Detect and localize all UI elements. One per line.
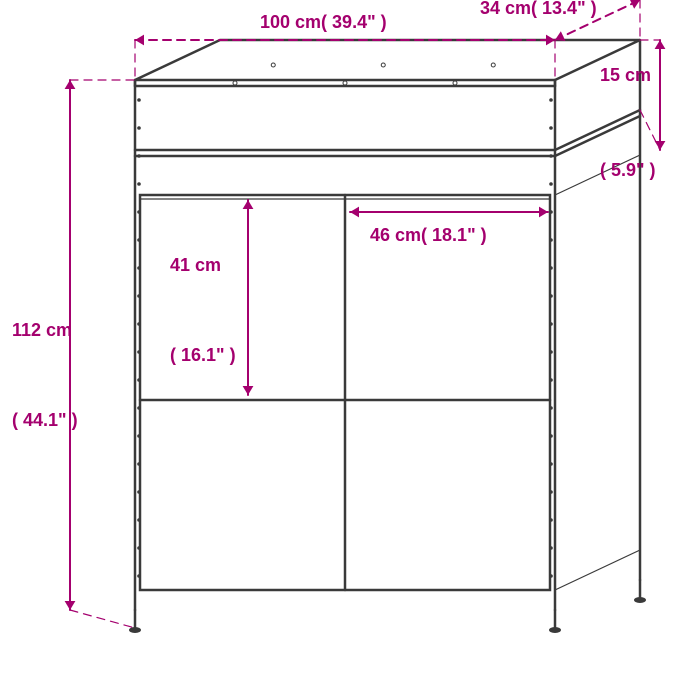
dim-depth-top: 34 cm( 13.4" ) bbox=[480, 0, 597, 19]
dim-door-w: 46 cm( 18.1" ) bbox=[370, 225, 487, 246]
dim-door-h-a: 41 cm bbox=[170, 255, 221, 276]
dim-height-a: 112 cm bbox=[12, 320, 72, 341]
dim-gap-right-a: 15 cm bbox=[600, 65, 651, 86]
dim-gap-right-b: ( 5.9" ) bbox=[600, 160, 656, 181]
dim-height-b: ( 44.1" ) bbox=[12, 410, 78, 431]
dim-width-top: 100 cm( 39.4" ) bbox=[260, 12, 387, 33]
dim-door-h-b: ( 16.1" ) bbox=[170, 345, 236, 366]
